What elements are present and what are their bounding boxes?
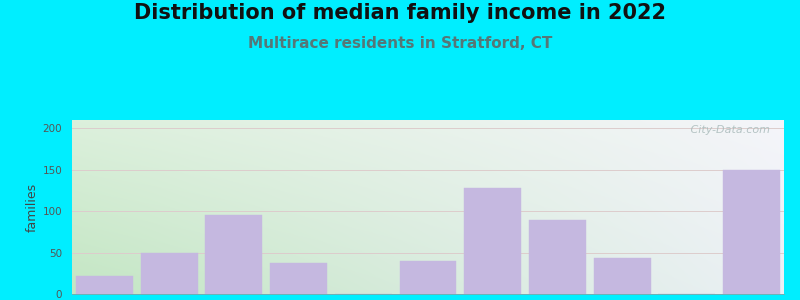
Y-axis label: families: families <box>26 182 38 232</box>
Bar <box>529 220 586 294</box>
Bar <box>206 215 262 294</box>
Bar <box>270 262 327 294</box>
Bar <box>76 276 133 294</box>
Bar <box>399 261 457 294</box>
Bar <box>594 258 650 294</box>
Bar <box>723 170 780 294</box>
Text: Multirace residents in Stratford, CT: Multirace residents in Stratford, CT <box>248 36 552 51</box>
Bar <box>141 253 198 294</box>
Text: City-Data.com: City-Data.com <box>686 125 770 135</box>
Text: Distribution of median family income in 2022: Distribution of median family income in … <box>134 3 666 23</box>
Bar <box>464 188 522 294</box>
